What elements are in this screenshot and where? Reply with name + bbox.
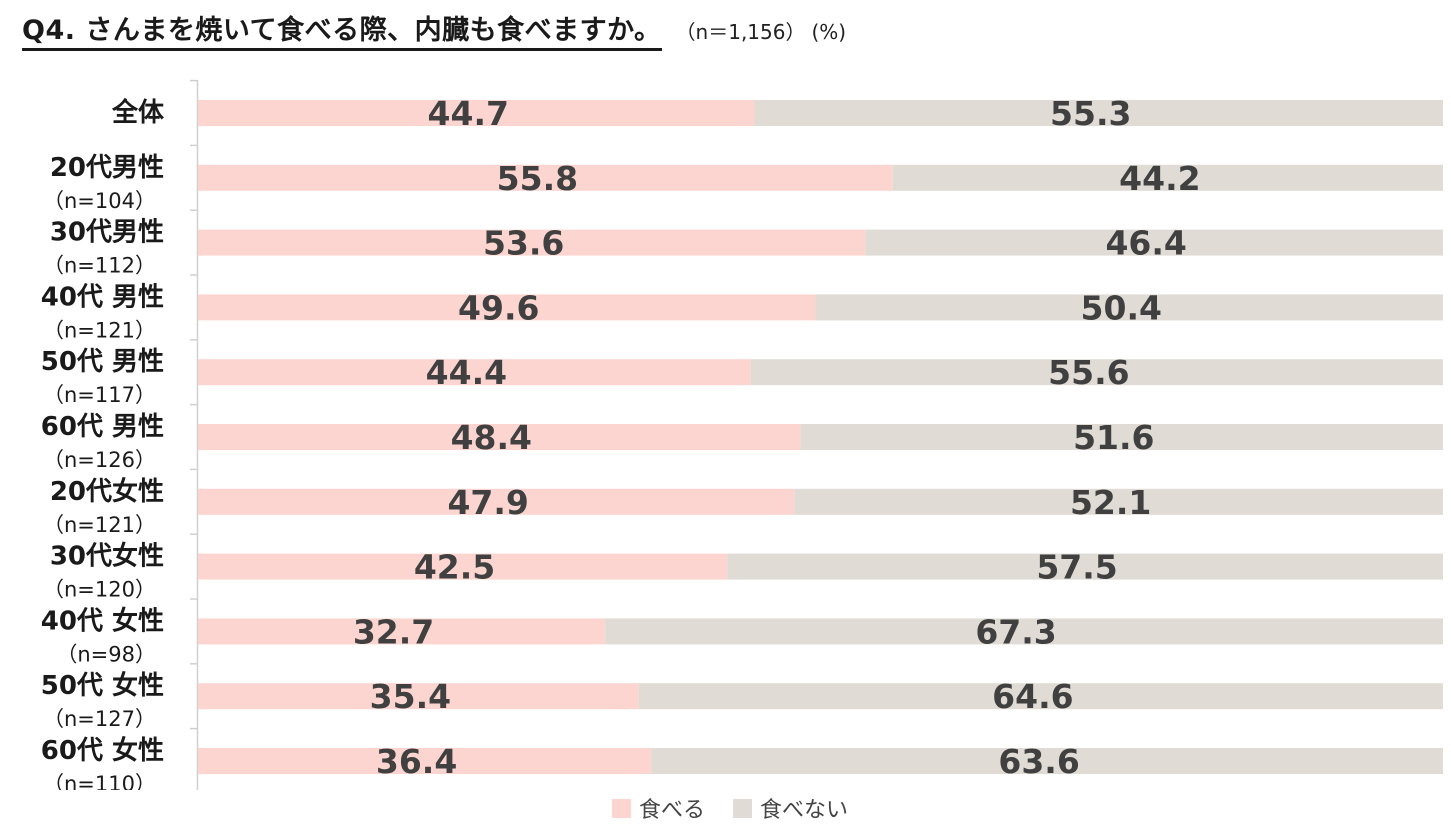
data-label-not-eat: 57.5 (1036, 548, 1117, 587)
bar-segment-not-eat (800, 424, 1443, 450)
category-label: 40代 女性 (41, 605, 164, 636)
category-sample-size: （n=126） (43, 448, 156, 472)
legend-label-not-eat: 食べない (760, 798, 849, 823)
sample-size: （n＝1,156） (675, 20, 806, 44)
data-label-not-eat: 51.6 (1073, 418, 1154, 457)
data-label-eat: 32.7 (353, 612, 434, 651)
category-label: 60代 男性 (41, 412, 164, 442)
category-label: 全体 (111, 97, 165, 128)
bar-segment-eat (198, 618, 606, 645)
data-label-eat: 36.4 (376, 742, 457, 781)
legend-swatch-eat (612, 798, 631, 818)
chart-title: Q4. さんまを焼いて食べる際、内臓も食べますか。 (22, 8, 662, 51)
data-label-not-eat: 50.4 (1081, 288, 1162, 327)
data-label-not-eat: 55.6 (1048, 353, 1129, 392)
category-sample-size: （n=104） (43, 189, 156, 213)
bar-segment-eat (198, 164, 893, 191)
bar-segment-not-eat (815, 294, 1443, 321)
category-sample-size: （n=121） (43, 513, 156, 537)
bar-segment-eat (198, 683, 639, 710)
data-label-not-eat: 55.3 (1050, 94, 1131, 133)
data-label-not-eat: 63.6 (998, 742, 1079, 781)
category-sample-size: （n=120） (43, 578, 156, 602)
bar-segment-not-eat (651, 748, 1443, 774)
category-label: 50代 男性 (41, 347, 164, 377)
bar-segment-eat (198, 359, 751, 386)
bar-segment-not-eat (605, 618, 1443, 645)
category-label: 40代 男性 (41, 282, 164, 312)
bar-segment-not-eat (865, 229, 1443, 256)
data-label-eat: 47.9 (447, 483, 528, 522)
data-label-eat: 48.4 (451, 418, 532, 457)
data-label-not-eat: 44.2 (1119, 159, 1200, 198)
chart-header: Q4. さんまを焼いて食べる際、内臓も食べますか。 （n＝1,156） (%) (22, 8, 846, 51)
category-sample-size: （n=127） (43, 707, 156, 731)
category-label: 30代男性 (50, 218, 164, 248)
bar-segment-not-eat (794, 488, 1443, 515)
category-sample-size: （n=110） (43, 772, 156, 790)
chart-subtitle: （n＝1,156） (%) (676, 16, 847, 45)
bar-segment-eat (198, 553, 728, 580)
unit-label: (%) (811, 20, 847, 44)
category-label: 20代男性 (50, 153, 164, 183)
bar-segment-not-eat (754, 100, 1443, 126)
bar-segment-eat (198, 748, 652, 774)
category-sample-size: （n=121） (43, 318, 156, 342)
stacked-bar-chart: 44.7 55.3 全体 55.8 44.2 20代男性 （n=104） 53.6 46.4 30… (41, 79, 1443, 790)
bar-segment-eat (198, 488, 795, 515)
chart-legend: 食べる 食べない (612, 792, 876, 824)
data-label-eat: 44.7 (428, 94, 509, 133)
bar-segment-not-eat (638, 683, 1443, 710)
bar-segment-eat (198, 229, 866, 256)
category-label: 60代 女性 (41, 735, 164, 766)
legend-item-eat: 食べる (612, 792, 705, 824)
bar-segment-eat (198, 424, 801, 450)
category-sample-size: （n=112） (43, 254, 156, 278)
legend-swatch-not-eat (733, 798, 753, 818)
data-label-not-eat: 64.6 (992, 677, 1073, 716)
category-label: 20代女性 (50, 476, 164, 507)
category-sample-size: （n=98） (56, 642, 156, 666)
data-label-eat: 49.6 (458, 288, 539, 327)
legend-label-eat: 食べる (639, 798, 706, 823)
data-label-eat: 35.4 (370, 677, 451, 716)
legend-item-not-eat: 食べない (733, 792, 848, 824)
bar-segment-not-eat (727, 553, 1443, 580)
data-label-eat: 44.4 (426, 353, 507, 392)
bar-segment-not-eat (750, 359, 1443, 386)
category-sample-size: （n=117） (43, 383, 156, 407)
bar-segment-eat (198, 100, 755, 126)
data-label-not-eat: 52.1 (1070, 483, 1151, 522)
bar-segment-eat (198, 294, 816, 321)
bar-segment-not-eat (892, 164, 1443, 191)
category-label: 30代女性 (50, 541, 164, 572)
data-label-not-eat: 46.4 (1105, 224, 1186, 263)
category-label: 50代 女性 (41, 670, 164, 701)
data-label-eat: 53.6 (483, 224, 564, 263)
data-label-eat: 42.5 (414, 548, 495, 587)
data-label-eat: 55.8 (497, 159, 578, 198)
data-label-not-eat: 67.3 (975, 612, 1056, 651)
